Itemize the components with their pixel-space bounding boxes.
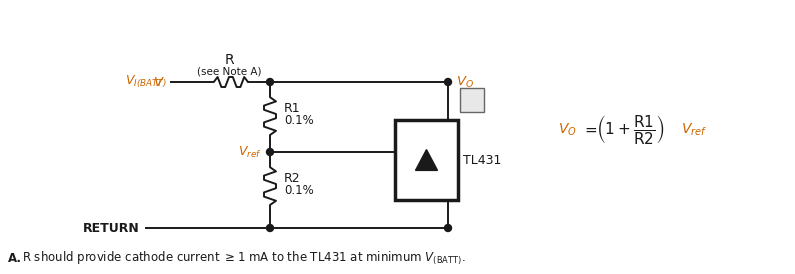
Polygon shape — [416, 150, 437, 170]
Circle shape — [266, 224, 273, 232]
Text: $V_{\mathregular{I(BATT)}}$: $V_{\mathregular{I(BATT)}}$ — [125, 74, 167, 90]
Text: 0.1%: 0.1% — [284, 184, 314, 198]
Text: 0.1%: 0.1% — [284, 115, 314, 127]
Text: $V_{\mathregular{ref}}$: $V_{\mathregular{ref}}$ — [681, 122, 707, 138]
Bar — [460, 88, 484, 112]
Text: R2: R2 — [284, 172, 301, 184]
Circle shape — [266, 78, 273, 85]
Circle shape — [444, 224, 452, 232]
Text: A.: A. — [8, 252, 22, 264]
Circle shape — [444, 78, 452, 85]
Circle shape — [266, 149, 273, 156]
Text: $V_{\mathregular{ref}}$: $V_{\mathregular{ref}}$ — [238, 144, 262, 159]
Text: $\mathit{V}$: $\mathit{V}$ — [153, 76, 165, 89]
Text: =: = — [584, 122, 597, 138]
Text: $V_{\mathregular{O}}$: $V_{\mathregular{O}}$ — [456, 75, 474, 90]
Bar — [395, 120, 458, 200]
Text: $\left(1+\dfrac{\mathrm{R1}}{\mathrm{R2}}\right)$: $\left(1+\dfrac{\mathrm{R1}}{\mathrm{R2}… — [596, 113, 665, 147]
Text: (see Note A): (see Note A) — [196, 66, 262, 76]
Text: R should provide cathode current $\geq$1 mA to the TL431 at minimum $V_{\mathreg: R should provide cathode current $\geq$1… — [22, 249, 466, 267]
Text: R1: R1 — [284, 101, 301, 115]
Text: RETURN: RETURN — [83, 221, 140, 235]
Text: R: R — [224, 53, 234, 67]
Text: TL431: TL431 — [463, 153, 502, 167]
Text: $V_{\mathregular{O}}$: $V_{\mathregular{O}}$ — [558, 122, 577, 138]
